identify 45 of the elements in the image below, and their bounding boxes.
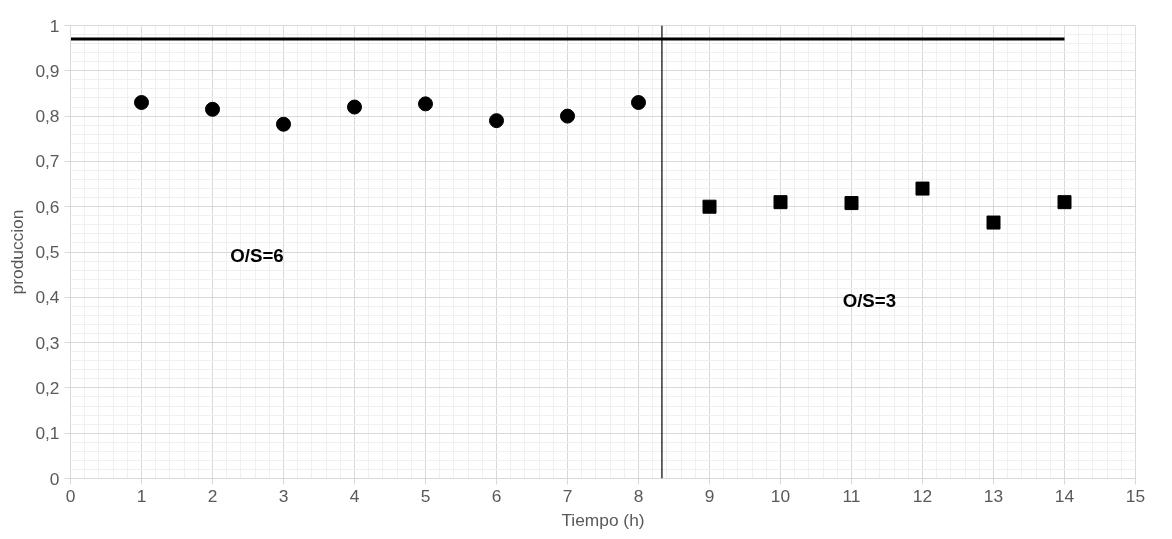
x-tick-label: 14 [1054,485,1075,506]
point [205,101,220,117]
point [134,95,149,110]
point [1057,195,1072,210]
point [276,116,291,132]
x-tick-label: 2 [207,485,218,506]
point [986,215,1001,230]
point [773,195,788,210]
x-tick-label: 10 [770,485,791,506]
point [560,108,575,124]
point [702,199,717,214]
x-tick-label: 9 [704,485,715,506]
y-tick-label: 1 [49,15,60,36]
x-tick-label: 11 [842,485,861,506]
point [418,96,433,112]
x-tick-label: 6 [491,485,502,506]
point [489,113,504,129]
y-tick-label: 0,8 [35,106,60,127]
y-tick-label: 0 [49,468,60,489]
x-tick-label: 1 [136,485,147,506]
annotation: O/S=6 [230,244,284,266]
x-tick-label: 8 [633,485,644,506]
y-tick-label: 0,1 [35,423,60,444]
x-tick-label: 7 [562,485,573,506]
point [844,196,859,211]
x-tick-label: 12 [912,485,933,506]
y-tick-label: 0,9 [35,60,60,81]
y-tick-label: 0,4 [35,287,60,308]
y-tick-label: 0,7 [35,151,60,172]
y-tick-label: 0,5 [35,242,60,262]
x-tick-label: 4 [349,485,360,506]
y-axis-title: produccion [7,209,28,295]
y-tick-label: 0,6 [35,196,60,217]
point [631,95,646,110]
x-tick-label: 5 [420,485,431,506]
annotation: O/S=3 [842,289,897,311]
x-tick-label: 15 [1125,485,1146,506]
y-tick-label: 0,2 [35,377,60,398]
y-tick-label: 0,3 [35,332,60,353]
point [915,181,930,196]
x-axis-title: Tiempo (h) [561,509,645,530]
point [347,99,362,115]
x-tick-label: 3 [278,485,289,506]
x-tick-label: 13 [983,485,1004,506]
x-tick-label: 0 [65,485,76,506]
